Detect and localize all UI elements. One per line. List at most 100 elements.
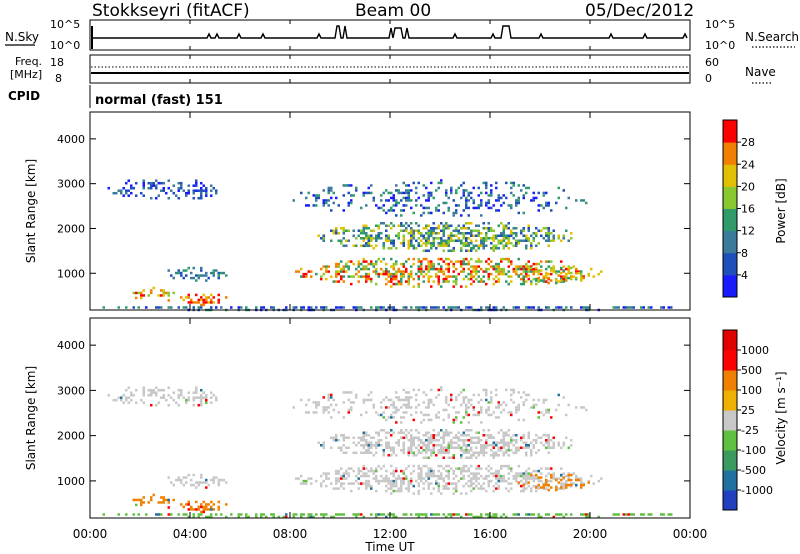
power-cell <box>470 239 473 243</box>
velocity-cell <box>190 478 193 482</box>
power-cell <box>437 244 440 248</box>
power-cell <box>507 239 510 243</box>
power-cell <box>560 277 563 281</box>
power-cell <box>150 289 153 292</box>
power-cell <box>477 265 480 268</box>
velocity-cell <box>107 393 110 397</box>
velocity-cell <box>360 482 363 485</box>
velocity-cell <box>515 477 518 480</box>
velocity-cell <box>442 449 445 452</box>
velocity-cell <box>370 451 373 455</box>
velocity-cell <box>397 408 400 412</box>
power-cell <box>180 296 183 299</box>
x-tick-label: 00:00 <box>673 527 708 541</box>
velocity-cell <box>485 393 488 397</box>
velocity-cell <box>540 441 543 445</box>
velocity-cell <box>460 492 463 495</box>
velocity-cell <box>322 446 325 450</box>
power-cell <box>430 227 433 230</box>
velocity-cell <box>385 396 388 399</box>
power-cell <box>342 244 345 248</box>
power-cell <box>537 276 540 280</box>
power-cell <box>322 199 325 202</box>
velocity-cell <box>390 434 393 437</box>
velocity-cell <box>445 434 448 437</box>
power-cell <box>512 267 515 271</box>
power-cell <box>587 272 590 276</box>
velocity-cell <box>217 508 220 511</box>
velocity-cell <box>537 398 540 402</box>
velocity-cell <box>417 464 420 468</box>
velocity-cell <box>485 451 488 455</box>
velocity-cell <box>647 513 650 516</box>
velocity-cell <box>347 398 350 402</box>
velocity-cell <box>520 489 523 493</box>
power-cell <box>515 227 518 230</box>
velocity-cell <box>217 483 220 487</box>
velocity-cell <box>197 515 200 519</box>
power-cell <box>307 270 310 273</box>
velocity-cell <box>497 477 500 480</box>
power-cell <box>497 234 500 238</box>
power-cell <box>162 186 165 190</box>
velocity-cell <box>492 489 495 493</box>
power-cell <box>467 191 470 195</box>
velocity-cell <box>562 515 565 519</box>
velocity-cell <box>382 513 385 516</box>
velocity-cell <box>565 479 568 483</box>
velocity-cell <box>197 396 200 399</box>
power-cell <box>580 199 583 202</box>
velocity-cell <box>237 513 240 516</box>
velocity-cell <box>477 393 480 397</box>
velocity-cell <box>180 503 183 506</box>
power-cell <box>377 237 380 240</box>
power-cell <box>517 242 520 245</box>
velocity-colorbar-frame <box>722 329 738 511</box>
power-cell <box>352 234 355 238</box>
power-cell <box>302 275 305 278</box>
velocity-cell <box>375 479 378 483</box>
power-cell <box>555 306 558 309</box>
power-cell <box>515 199 518 202</box>
velocity-cell <box>162 498 165 502</box>
power-cell <box>205 274 208 277</box>
power-cell <box>575 271 578 275</box>
velocity-cell <box>475 477 478 480</box>
velocity-cell <box>510 393 513 397</box>
y-tick-label: 4000 <box>57 339 85 352</box>
power-cell <box>442 270 445 273</box>
power-cell <box>567 271 570 275</box>
power-cell <box>475 206 478 210</box>
power-cell <box>465 242 468 245</box>
velocity-cell <box>517 391 520 394</box>
power-cell <box>512 270 515 273</box>
power-cell <box>485 234 488 238</box>
velocity-cell <box>392 446 395 450</box>
power-cell <box>517 265 520 268</box>
velocity-cell <box>477 472 480 475</box>
power-cell <box>435 237 438 240</box>
velocity-cell <box>210 391 213 394</box>
power-cell <box>342 306 345 309</box>
power-cell <box>535 262 538 266</box>
power-cell <box>442 229 445 233</box>
velocity-cell <box>460 454 463 457</box>
velocity-cell <box>527 431 530 435</box>
velocity-cell <box>132 498 135 502</box>
power-cell <box>502 272 505 276</box>
velocity-cell <box>462 474 465 478</box>
power-cell <box>542 206 545 210</box>
velocity-cell <box>422 444 425 447</box>
power-cell <box>437 224 440 228</box>
velocity-cell <box>495 472 498 475</box>
velocity-cell <box>482 446 485 450</box>
velocity-cell <box>535 439 538 442</box>
power-cell <box>320 306 323 309</box>
power-cell <box>440 267 443 271</box>
power-colorbar-tick-label: 16 <box>741 203 755 216</box>
power-cell <box>217 301 220 304</box>
velocity-cell <box>197 483 200 487</box>
power-cell <box>202 184 205 187</box>
power-cell <box>470 222 473 225</box>
power-cell <box>387 239 390 243</box>
